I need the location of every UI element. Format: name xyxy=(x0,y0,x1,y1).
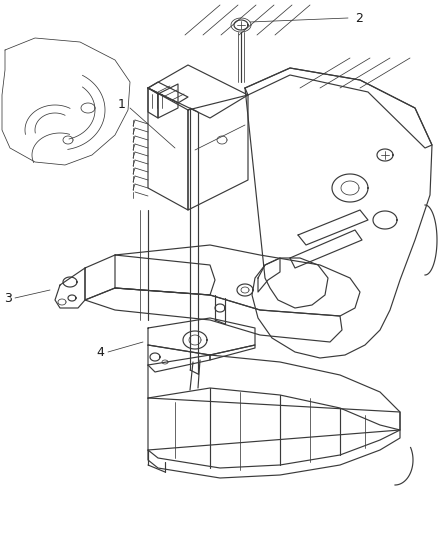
Text: 3: 3 xyxy=(4,292,12,304)
Text: 1: 1 xyxy=(118,98,126,110)
Text: 4: 4 xyxy=(96,345,104,359)
Text: 2: 2 xyxy=(355,12,363,25)
